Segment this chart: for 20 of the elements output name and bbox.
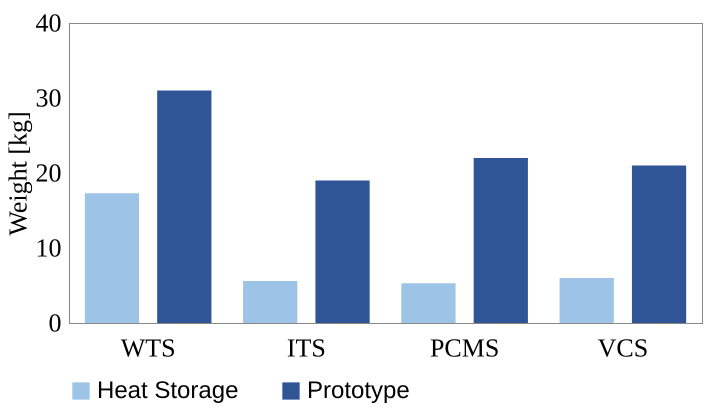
bar: [243, 281, 298, 323]
bar: [157, 90, 212, 323]
legend-label: Prototype: [307, 377, 410, 404]
y-tick-label: 10: [36, 234, 62, 262]
bar: [315, 180, 370, 323]
x-tick-label: WTS: [120, 334, 176, 362]
legend-label: Heat Storage: [97, 377, 238, 404]
y-tick-label: 30: [36, 84, 62, 112]
x-tick-label: VCS: [598, 334, 648, 362]
x-tick-label: ITS: [286, 334, 326, 362]
y-tick-label: 20: [36, 158, 62, 188]
y-axis-title: Weight [kg]: [4, 111, 32, 236]
bar: [560, 278, 614, 323]
y-tick-label: 0: [48, 308, 62, 338]
bar: [632, 166, 686, 323]
bar: [474, 158, 528, 323]
x-tick-label: PCMS: [430, 334, 500, 362]
y-tick-label: 40: [36, 8, 62, 38]
bar: [84, 193, 140, 323]
bar: [401, 283, 456, 323]
